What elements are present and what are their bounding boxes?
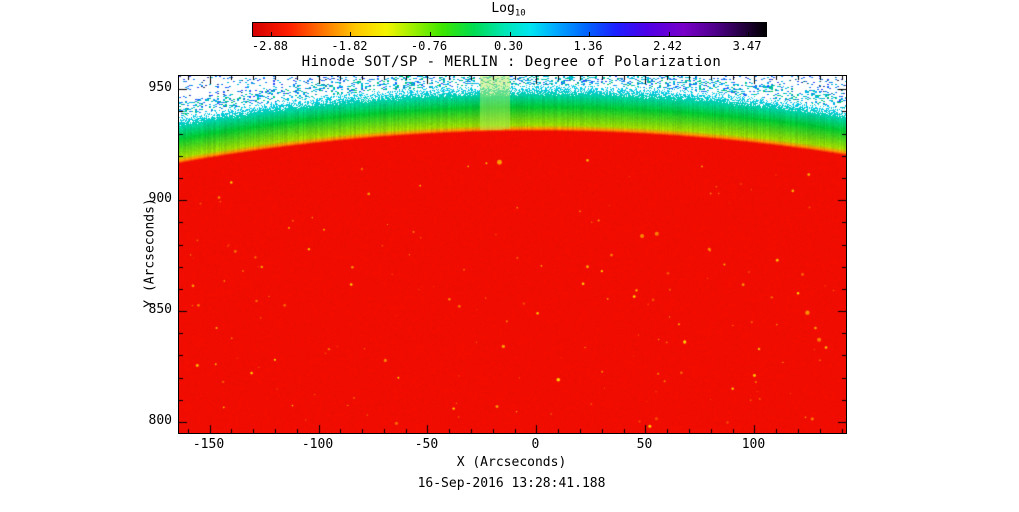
x-tick-label: 100 [741, 437, 766, 452]
colorbar-tick-label: -0.76 [410, 39, 448, 53]
heatmap-canvas [179, 76, 846, 433]
colorbar-tick-label: 2.42 [653, 39, 682, 53]
timestamp: 16-Sep-2016 13:28:41.188 [417, 476, 606, 491]
colorbar-tick-labels: -2.88 -1.82 -0.76 0.30 1.36 2.42 3.47 [252, 39, 765, 54]
y-tick-label: 850 [148, 302, 172, 318]
x-tick-label: -100 [301, 437, 334, 452]
y-tick-label: 800 [148, 412, 172, 428]
y-tick-label: 900 [148, 191, 172, 207]
y-tick-label: 950 [148, 80, 172, 96]
colorbar-tick-mark [350, 32, 352, 36]
x-tick-label: -150 [192, 437, 225, 452]
colorbar-tick-label: 0.30 [494, 39, 523, 53]
colorbar-tick-label: 3.47 [732, 39, 762, 53]
x-axis-label: X (Arcseconds) [456, 455, 567, 470]
colorbar-title-text: Log [491, 1, 515, 16]
colorbar-tick-mark [509, 32, 511, 36]
y-axis-label: Y (Arcseconds) [142, 198, 158, 308]
colorbar-tick-label: 1.36 [573, 39, 603, 53]
colorbar-tick-mark [429, 32, 431, 36]
colorbar-tick-label: -1.82 [331, 39, 368, 53]
x-tick-label: 50 [636, 437, 653, 452]
x-tick-label: 0 [531, 437, 540, 452]
colorbar-title-subscript: 10 [514, 8, 526, 19]
colorbar-tick-mark [748, 32, 750, 36]
colorbar-tick-label: -2.88 [251, 39, 289, 53]
colorbar-tick-mark [270, 32, 272, 36]
plot-area [178, 75, 847, 434]
colorbar-tick-mark [589, 32, 590, 36]
x-tick-label: -50 [414, 437, 439, 452]
plot-title: Hinode SOT/SP - MERLIN : Degree of Polar… [301, 54, 722, 70]
colorbar-title: Log10 [252, 1, 765, 19]
colorbar [252, 22, 767, 37]
colorbar-tick-mark [668, 32, 670, 36]
